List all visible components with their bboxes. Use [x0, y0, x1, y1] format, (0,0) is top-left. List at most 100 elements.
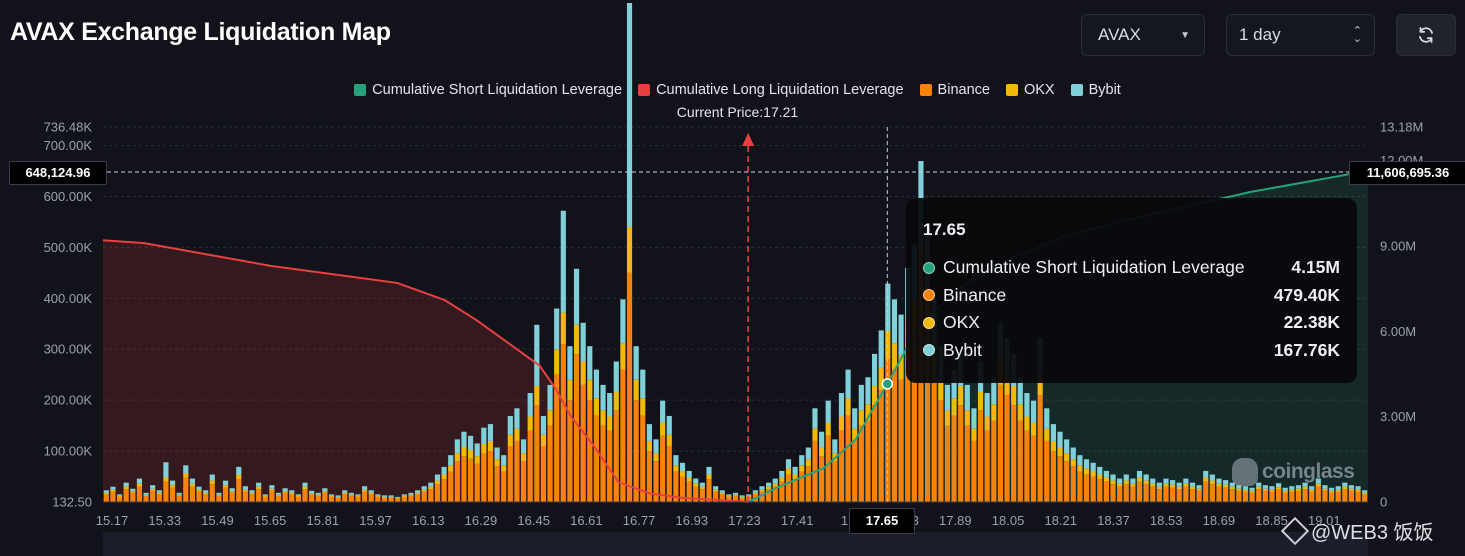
- okx-bar: [713, 489, 719, 492]
- okx-bar: [395, 497, 401, 499]
- binance-bar: [1328, 492, 1335, 502]
- bybit-bar: [362, 486, 368, 490]
- binance-bar: [984, 430, 990, 502]
- bybit-bar: [759, 486, 765, 490]
- x-tick-label: 15.33: [148, 513, 181, 528]
- okx-bar: [461, 447, 467, 457]
- symbol-select[interactable]: AVAX ▼: [1081, 14, 1205, 56]
- bybit-bar: [534, 324, 540, 386]
- binance-bar: [216, 495, 222, 502]
- binance-bar: [1004, 395, 1010, 502]
- binance-bar: [295, 496, 301, 502]
- tooltip-row-name: Binance: [943, 284, 1007, 305]
- okx-bar: [468, 450, 474, 459]
- okx-bar: [547, 410, 553, 426]
- y-left-tick-label: 500.00K: [44, 240, 93, 255]
- credit-watermark: @WEB3 饭饭: [1280, 516, 1434, 545]
- binance-bar: [1176, 489, 1182, 502]
- okx-bar: [1322, 488, 1328, 491]
- bybit-bar: [1355, 486, 1361, 490]
- okx-bar: [1348, 488, 1355, 491]
- sort-arrows-icon: ⌃ ⌄: [1352, 25, 1362, 45]
- binance-bar: [514, 440, 520, 502]
- binance-bar: [706, 479, 712, 502]
- bybit-bar: [130, 488, 136, 492]
- refresh-button[interactable]: [1396, 14, 1456, 56]
- binance-bar: [640, 415, 646, 502]
- okx-bar: [209, 480, 215, 485]
- binance-bar: [891, 369, 898, 502]
- binance-bar: [666, 445, 672, 502]
- binance-bar: [832, 461, 838, 502]
- bybit-bar: [1050, 424, 1056, 441]
- okx-bar: [812, 428, 818, 441]
- legend-item[interactable]: Bybit: [1070, 82, 1121, 98]
- legend-item[interactable]: Cumulative Long Liquidation Leverage: [638, 82, 904, 98]
- bybit-bar: [693, 478, 699, 484]
- okx-bar: [587, 379, 593, 401]
- binance-bar: [911, 333, 917, 502]
- okx-bar: [474, 456, 480, 464]
- binance-bar: [454, 461, 460, 502]
- binance-bar: [785, 474, 792, 502]
- binance-bar: [388, 497, 394, 502]
- legend-item[interactable]: Binance: [919, 82, 990, 98]
- bybit-bar: [1362, 490, 1368, 493]
- bybit-bar: [825, 400, 831, 423]
- okx-bar: [269, 488, 275, 491]
- bybit-bar: [381, 495, 388, 497]
- okx-bar: [1143, 480, 1149, 485]
- bybit-bar: [1083, 459, 1090, 469]
- tooltip-row: Cumulative Short Liquidation Leverage 4.…: [923, 254, 1340, 282]
- binance-bar: [805, 466, 811, 502]
- chevron-down-icon: ▼: [1180, 29, 1190, 41]
- binance-bar: [534, 405, 540, 502]
- okx-bar: [719, 492, 725, 495]
- okx-bar: [984, 416, 990, 431]
- bybit-bar: [176, 492, 182, 495]
- bybit-bar: [183, 465, 189, 473]
- okx-bar: [514, 428, 520, 441]
- tooltip-dot: [923, 289, 935, 302]
- tooltip-row-name: Cumulative Short Liquidation Leverage: [943, 257, 1245, 278]
- okx-bar: [315, 494, 321, 496]
- bybit-bar: [1070, 447, 1076, 460]
- okx-bar: [1156, 486, 1162, 490]
- okx-bar: [944, 410, 951, 426]
- okx-bar: [872, 385, 878, 406]
- bybit-bar: [686, 470, 692, 478]
- tooltip-title: 17.65: [923, 220, 966, 239]
- binance-bar: [905, 349, 911, 502]
- okx-bar: [189, 483, 195, 487]
- tooltip-row-value: 22.38K: [1283, 312, 1340, 333]
- watermark-brand-text: coinglass: [1262, 460, 1355, 483]
- bybit-bar: [838, 393, 845, 417]
- okx-bar: [289, 492, 295, 495]
- okx-bar: [958, 385, 964, 406]
- bybit-bar: [666, 415, 672, 435]
- binance-bar: [1315, 486, 1321, 502]
- okx-bar: [573, 324, 580, 355]
- okx-bar: [726, 495, 732, 497]
- bybit-bar: [189, 478, 195, 484]
- legend-item[interactable]: OKX: [1005, 82, 1055, 98]
- x-tick-label: 15.81: [307, 513, 340, 528]
- bybit-bar: [1262, 485, 1268, 489]
- hover-x-value: 17.65: [849, 508, 915, 534]
- bybit-bar: [355, 494, 361, 496]
- hover-left-value: 648,124.96: [9, 161, 107, 185]
- binance-bar: [468, 458, 474, 502]
- bybit-bar: [256, 482, 262, 487]
- okx-bar: [1315, 483, 1321, 487]
- bybit-bar: [408, 492, 414, 495]
- okx-bar: [653, 453, 659, 462]
- legend-swatch: [638, 84, 651, 96]
- binance-bar: [739, 497, 745, 502]
- range-select[interactable]: 1 day ⌃ ⌄: [1226, 14, 1375, 56]
- tooltip-dot: [923, 316, 935, 329]
- bybit-bar: [1163, 478, 1169, 484]
- okx-bar: [1030, 422, 1037, 436]
- okx-bar: [865, 404, 871, 421]
- y-left-tick-label: 300.00K: [44, 342, 93, 357]
- legend-item[interactable]: Cumulative Short Liquidation Leverage: [354, 82, 622, 98]
